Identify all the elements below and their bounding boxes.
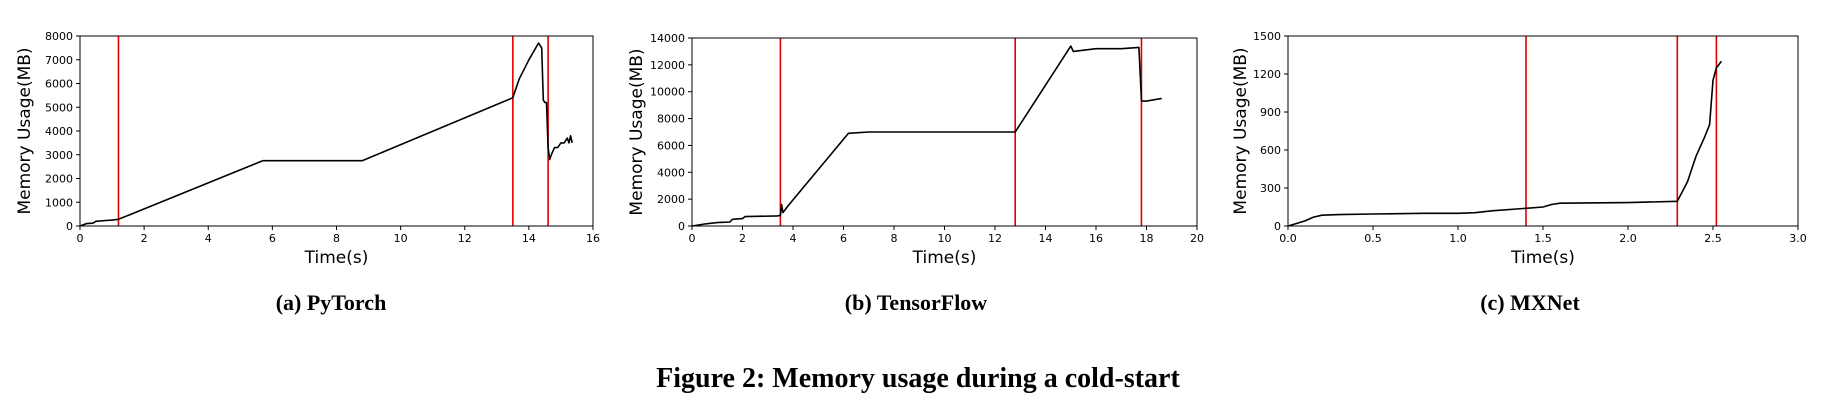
tensorflow-ytick-label: 12000 <box>650 59 685 72</box>
caption-pytorch: (a) PyTorch <box>276 290 387 315</box>
mxnet-xtick-label: 0.0 <box>1279 232 1297 245</box>
pytorch-xtick-label: 0 <box>77 232 84 245</box>
tensorflow-xtick-label: 0 <box>689 232 696 245</box>
pytorch-ytick-label: 6000 <box>45 78 73 91</box>
pytorch-ytick-label: 0 <box>66 220 73 233</box>
pytorch-ytick-label: 2000 <box>45 173 73 186</box>
tensorflow-xtick-label: 2 <box>739 232 746 245</box>
pytorch-ytick-label: 7000 <box>45 54 73 67</box>
tensorflow-memory-line <box>691 45 1162 227</box>
tensorflow-ytick-label: 8000 <box>657 113 685 126</box>
mxnet-ytick-label: 600 <box>1260 144 1281 157</box>
tensorflow-ytick-label: 4000 <box>657 166 685 179</box>
tensorflow-ytick-label: 0 <box>678 220 685 233</box>
tensorflow-xtick-label: 10 <box>938 232 952 245</box>
tensorflow-xtick-label: 18 <box>1140 232 1154 245</box>
tensorflow-xtick-label: 6 <box>840 232 847 245</box>
pytorch-xtick-label: 10 <box>394 232 408 245</box>
mxnet-plot-frame <box>1287 35 1799 227</box>
mxnet-xtick-label: 2.0 <box>1619 232 1637 245</box>
pytorch-y-axis-label: Memory Usage(MB) <box>15 47 35 214</box>
pytorch-ytick-label: 3000 <box>45 149 73 162</box>
mxnet-ytick-label: 1500 <box>1253 30 1281 43</box>
pytorch-plot-frame <box>79 35 594 227</box>
caption-mxnet: (c) MXNet <box>1480 290 1580 315</box>
mxnet-y-axis-label: Memory Usage(MB) <box>1231 47 1251 214</box>
pytorch-ytick-label: 8000 <box>45 30 73 43</box>
pytorch-xtick-label: 12 <box>458 232 472 245</box>
mxnet-xtick-label: 2.5 <box>1704 232 1722 245</box>
pytorch-x-axis-label: Time(s) <box>304 248 369 268</box>
tensorflow-x-axis-label: Time(s) <box>912 248 977 268</box>
mxnet-ytick-label: 0 <box>1274 220 1281 233</box>
pytorch-ytick-label: 4000 <box>45 125 73 138</box>
pytorch-xtick-label: 2 <box>141 232 148 245</box>
tensorflow-xtick-label: 14 <box>1039 232 1053 245</box>
mxnet-ytick-label: 900 <box>1260 106 1281 119</box>
tensorflow-y-axis-label: Memory Usage(MB) <box>627 48 647 215</box>
tensorflow-xtick-label: 20 <box>1190 232 1204 245</box>
tensorflow-xtick-label: 12 <box>988 232 1002 245</box>
mxnet-ytick-label: 300 <box>1260 182 1281 195</box>
caption-tensorflow: (b) TensorFlow <box>845 290 988 315</box>
tensorflow-xtick-label: 4 <box>790 232 797 245</box>
pytorch-xtick-label: 6 <box>269 232 276 245</box>
pytorch-ytick-label: 1000 <box>45 196 73 209</box>
chart-mxnet: 0.0 0.5 1.0 1.5 2.0 2.5 3.0 0 300 600 900 1200 1500 T… <box>1231 30 1807 268</box>
tensorflow-ytick-label: 6000 <box>657 139 685 152</box>
pytorch-xtick-label: 16 <box>586 232 600 245</box>
pytorch-xtick-label: 8 <box>333 232 340 245</box>
mxnet-memory-line <box>1287 60 1723 227</box>
tensorflow-ytick-label: 2000 <box>657 193 685 206</box>
mxnet-xtick-label: 1.5 <box>1534 232 1552 245</box>
chart-tensorflow: 0 2 4 6 8 10 12 14 16 18 20 0 2000 4000 6000 8000 10000 1… <box>627 32 1204 268</box>
mxnet-ytick-label: 1200 <box>1253 68 1281 81</box>
mxnet-xtick-label: 1.0 <box>1449 232 1467 245</box>
pytorch-ytick-label: 5000 <box>45 101 73 114</box>
tensorflow-xtick-label: 16 <box>1089 232 1103 245</box>
mxnet-x-axis-label: Time(s) <box>1510 248 1575 268</box>
tensorflow-xtick-label: 8 <box>891 232 898 245</box>
mxnet-xtick-label: 0.5 <box>1364 232 1382 245</box>
tensorflow-plot-frame <box>691 37 1198 227</box>
tensorflow-ytick-label: 10000 <box>650 86 685 99</box>
pytorch-memory-line <box>79 42 573 227</box>
tensorflow-ytick-label: 14000 <box>650 32 685 45</box>
mxnet-xtick-label: 3.0 <box>1789 232 1807 245</box>
figure-caption: Figure 2: Memory usage during a cold-sta… <box>656 363 1180 394</box>
chart-pytorch: 0 2 4 6 8 10 12 14 16 0 1000 2000 3000 4000 5000 6000 70… <box>15 30 600 268</box>
pytorch-xtick-label: 4 <box>205 232 212 245</box>
pytorch-xtick-label: 14 <box>522 232 536 245</box>
